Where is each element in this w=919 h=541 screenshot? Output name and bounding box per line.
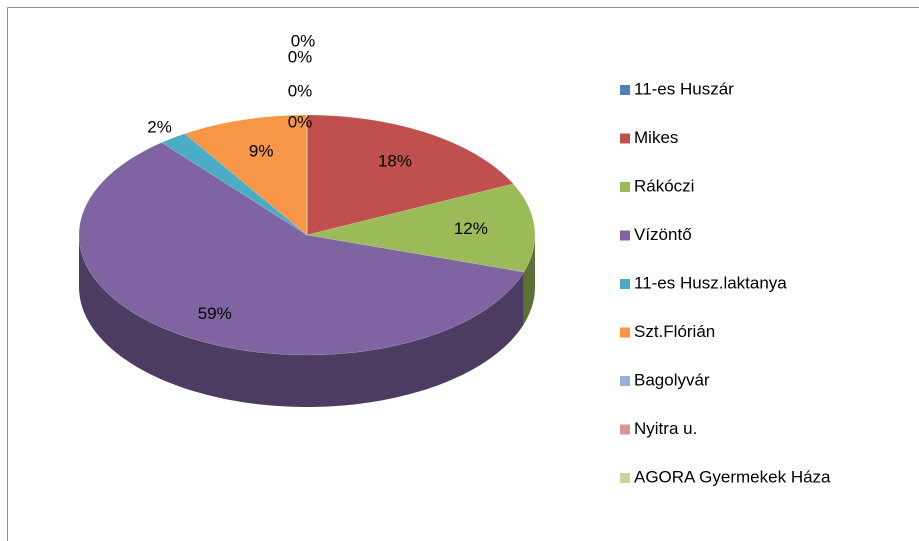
data-label: 0% [288, 112, 313, 131]
pie-side [79, 235, 524, 407]
legend-label: Szt.Flórián [634, 322, 715, 341]
legend-swatch [620, 473, 630, 483]
data-label: 9% [249, 142, 274, 161]
legend-label: Nyitra u. [634, 419, 697, 438]
legend-label: Bagolyvár [634, 370, 710, 389]
legend-label: Mikes [634, 128, 678, 147]
legend-label: Rákóczi [634, 176, 694, 195]
data-label: 0% [291, 31, 316, 50]
legend-label: AGORA Gyermekek Háza [634, 467, 831, 486]
pie-slice [306, 114, 514, 236]
legend-swatch [620, 230, 630, 241]
data-label: 59% [198, 304, 232, 323]
pie-slice [161, 133, 308, 236]
legend-label: 11-es Huszár [634, 79, 734, 98]
data-label: 0% [288, 81, 313, 100]
pie-slice [184, 114, 308, 236]
pie-slice [306, 183, 536, 273]
legend-swatch [620, 279, 630, 289]
legend-swatch [620, 85, 630, 95]
data-label: 18% [378, 152, 412, 171]
legend-label: Vízöntő [634, 225, 692, 244]
legend-swatch [620, 424, 630, 435]
legend-swatch [620, 133, 630, 144]
legend-swatch [620, 327, 630, 338]
pie-slice [78, 142, 525, 356]
pie-side [523, 235, 535, 325]
data-label: 12% [454, 219, 488, 238]
legend-swatch [620, 376, 630, 386]
legend-swatch [620, 182, 630, 192]
legend-label: 11-es Husz.laktanya [634, 273, 787, 292]
data-label: 0% [288, 47, 313, 66]
data-label: 2% [147, 118, 172, 137]
